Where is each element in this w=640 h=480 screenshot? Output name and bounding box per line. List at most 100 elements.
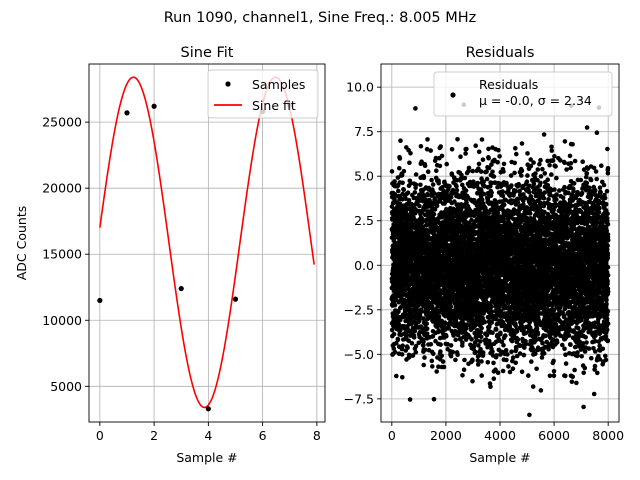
residual-point	[491, 174, 497, 179]
residual-point	[461, 367, 467, 373]
residual-point	[425, 192, 431, 198]
sine-fit-legend-box	[207, 69, 319, 119]
residual-point	[466, 165, 472, 171]
residual-point	[409, 201, 414, 207]
residual-point	[449, 147, 455, 152]
residuals-panel: Residuals 0 2000 4000 6000 8000−7.5−5.0−2.50…	[344, 45, 624, 465]
residual-point	[478, 339, 483, 344]
residual-point	[458, 154, 463, 159]
residual-point	[392, 179, 397, 184]
residual-point	[501, 342, 506, 348]
residual-point	[411, 335, 417, 340]
residual-point	[391, 331, 397, 337]
sample-point	[178, 285, 184, 292]
residual-point	[486, 146, 491, 152]
residual-point	[495, 159, 500, 165]
residual-point	[405, 345, 410, 351]
residual-point	[396, 323, 402, 329]
residual-point	[494, 353, 499, 358]
sine-fit-title: Sine Fit	[181, 45, 234, 61]
residual-point	[396, 188, 401, 194]
residual-point	[497, 154, 502, 159]
residual-point	[392, 302, 398, 308]
residual-point	[432, 196, 438, 201]
residual-point	[495, 210, 501, 216]
residual-point	[444, 333, 449, 339]
residual-point	[430, 334, 436, 339]
residual-point	[413, 349, 419, 355]
legend-samples-marker	[225, 81, 231, 87]
residual-point	[484, 176, 490, 182]
residual-point	[441, 364, 447, 370]
residual-point	[515, 337, 521, 342]
residual-point	[463, 326, 469, 332]
residual-point	[431, 211, 437, 217]
residual-point	[428, 148, 434, 153]
residual-point	[498, 330, 503, 336]
residual-point	[489, 309, 495, 314]
residual-point	[422, 347, 428, 353]
residual-point	[428, 342, 434, 347]
residual-point	[470, 168, 476, 174]
residual-point	[481, 191, 487, 197]
residual-point	[476, 161, 482, 167]
residual-point	[410, 353, 416, 358]
figure-suptitle: Run 1090, channel1, Sine Freq.: 8.005 MH…	[164, 10, 477, 26]
residual-point	[514, 329, 520, 334]
residual-point	[389, 327, 395, 333]
residual-point	[397, 156, 403, 161]
sine-fit-xtick-label: 4	[204, 428, 212, 443]
residual-point	[413, 172, 419, 177]
residual-point	[436, 328, 442, 333]
residual-point	[490, 349, 495, 354]
residual-point	[512, 160, 517, 166]
residual-point	[454, 187, 460, 193]
residual-point	[438, 144, 444, 149]
residual-point	[419, 309, 425, 314]
residual-point	[398, 138, 403, 143]
residual-point	[489, 190, 494, 195]
residual-point	[519, 141, 525, 146]
residual-point	[434, 203, 440, 209]
sample-point	[205, 406, 211, 412]
residual-point	[434, 369, 440, 374]
residual-point	[414, 195, 419, 201]
residual-point	[479, 359, 484, 364]
residual-point	[503, 348, 509, 353]
sine-fit-xtick-label: 0	[96, 428, 104, 443]
residual-point	[406, 354, 412, 360]
residual-point	[514, 151, 519, 157]
residual-point	[418, 182, 423, 188]
sample-point	[97, 297, 103, 304]
residual-point	[444, 161, 450, 167]
residual-point	[469, 337, 474, 342]
residual-point	[475, 180, 481, 186]
residual-point	[500, 189, 506, 194]
residual-point	[450, 349, 456, 355]
residual-point	[413, 182, 419, 187]
residual-point	[406, 197, 412, 203]
residual-point	[462, 357, 467, 363]
residual-point	[519, 168, 525, 174]
residual-point	[409, 340, 415, 346]
residual-point	[504, 357, 509, 363]
sine-fit-grid	[89, 64, 325, 422]
residual-point	[421, 175, 427, 181]
residual-point	[440, 185, 445, 190]
sine-fit-xlabel: Sample #	[176, 450, 237, 465]
sine-fit-line	[99, 76, 315, 409]
residual-point	[470, 357, 475, 363]
residual-point	[448, 304, 454, 309]
residual-point	[442, 320, 448, 326]
residual-point	[392, 349, 398, 355]
residual-point	[501, 202, 507, 207]
residual-point	[422, 163, 428, 168]
residual-point	[413, 343, 419, 349]
sine-fit-plot-area	[97, 76, 315, 412]
residual-point	[488, 384, 493, 390]
residual-point	[402, 288, 408, 294]
residual-point	[460, 340, 465, 345]
sine-fit-ytick-label: 10000	[42, 313, 82, 328]
residual-point	[519, 173, 524, 178]
residual-point	[433, 155, 439, 161]
